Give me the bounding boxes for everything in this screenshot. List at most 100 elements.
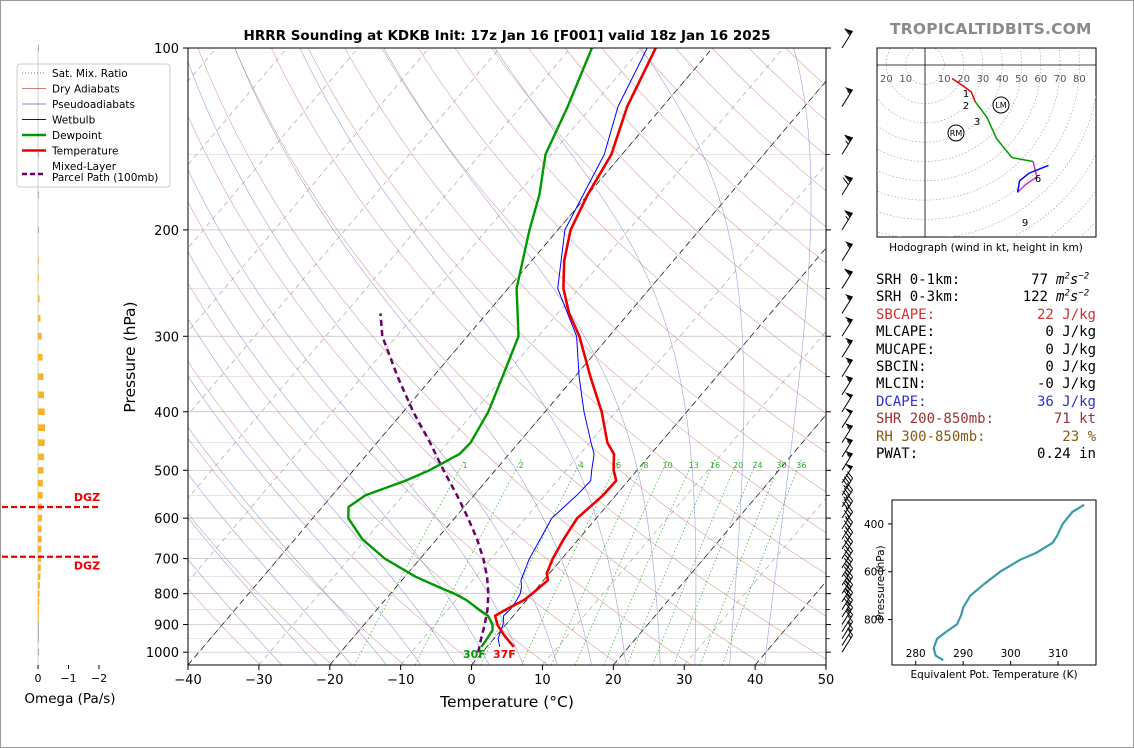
x-tick-label: 30: [676, 673, 693, 688]
isotherm-zero-line: [188, 48, 713, 665]
sat-mix-ratio-line: [721, 459, 802, 665]
barb-full: [847, 504, 853, 513]
omega-bar: [38, 598, 40, 606]
theta-e-series: [932, 503, 1085, 662]
sat-mix-ratio-line: [521, 459, 619, 665]
dry-adiabat: [234, 48, 826, 660]
theta-e-x-tick-label: 300: [1001, 648, 1021, 660]
mixing-ratio-label: 2: [519, 461, 524, 470]
isotherm-zero-line: [613, 414, 826, 665]
dry-adiabat: [188, 513, 333, 665]
mixing-ratio-label: 13: [689, 461, 699, 470]
barb-pennant: [844, 210, 853, 217]
series-wetbulb: [497, 48, 648, 647]
legend-label: Sat. Mix. Ratio: [52, 68, 128, 80]
x-tick-label: 40: [747, 673, 764, 688]
storm-motion-label: RM: [950, 129, 963, 138]
barb-pennant: [844, 463, 853, 470]
omega-bar: [38, 613, 39, 621]
x-tick-label: 0: [467, 673, 475, 688]
barb-full: [843, 582, 850, 591]
omega-bar: [38, 535, 42, 543]
y-tick-label: 500: [154, 464, 179, 479]
barb-pennant: [844, 375, 853, 382]
barb-full: [845, 595, 852, 604]
barb-half: [848, 627, 852, 632]
wind-barb: [841, 621, 854, 646]
hodograph-ring-label: 60: [1034, 74, 1047, 85]
mixing-ratio-label: 20: [733, 461, 743, 470]
barb-half: [846, 90, 851, 95]
skewt-title: HRRR Sounding at KDKB Init: 17z Jan 16 […: [244, 28, 771, 44]
pseudoadiabat: [640, 48, 745, 665]
barb-full: [847, 607, 853, 616]
pseudoadiabat: [188, 426, 387, 665]
pseudoadiabat: [299, 48, 627, 665]
legend-label: Wetbulb: [52, 115, 96, 127]
wind-barb: [841, 357, 854, 377]
stat-row: RH 300-850mb: 23 %: [876, 429, 1096, 446]
barb-full: [843, 476, 850, 484]
barb-full: [845, 537, 852, 545]
stat-value: 122 m2s−2: [1004, 289, 1096, 306]
wind-barb: [841, 607, 854, 633]
dry-adiabat: [564, 48, 826, 301]
hodograph: 20 10 10 20 30 40 50 60 70 80 123 6 9 LM RM Hodograph …: [876, 47, 1097, 254]
barb-full: [845, 610, 852, 618]
stat-unit: m2s−2: [1056, 288, 1090, 306]
barb-staff: [841, 607, 854, 625]
wind-barb: [841, 515, 854, 540]
y-tick-label: 1000: [146, 646, 179, 661]
stat-row: MLCAPE: 0 J/kg: [876, 324, 1096, 341]
pseudoadiabat: [383, 48, 661, 665]
omega-bar: [38, 353, 43, 361]
wind-barb: [841, 614, 854, 640]
wind-barb: [841, 437, 854, 458]
barb-full: [847, 577, 853, 586]
x-tick-label: −30: [245, 673, 272, 688]
omega-bar: [38, 274, 39, 282]
barb-full: [843, 590, 850, 598]
stat-label: PWAT:: [876, 446, 919, 463]
dry-adiabat: [188, 437, 405, 665]
wind-barb: [841, 600, 854, 625]
hodograph-ring-label: 80: [1073, 74, 1086, 85]
barb-full: [845, 603, 852, 611]
barb-full: [844, 134, 851, 142]
y-tick-label: 800: [154, 588, 179, 603]
isotherm-line: [400, 164, 826, 665]
theta-e-axes: 280 290 300 310 400 600 800: [864, 519, 1068, 665]
omega-bar: [38, 373, 44, 381]
legend-label: Dewpoint: [52, 130, 102, 142]
mixing-ratio-label: 10: [663, 461, 673, 470]
barb-pennant: [844, 241, 853, 248]
barb-full: [845, 496, 852, 505]
y-tick-label: 100: [154, 42, 179, 57]
barb-full: [842, 177, 849, 185]
theta-e-x-tick-label: 310: [1048, 648, 1068, 660]
sat-mix-ratio-line: [414, 459, 522, 665]
x-tick-label: 20: [605, 673, 622, 688]
omega-bar: [38, 151, 39, 158]
barb-full: [845, 580, 852, 588]
isotherm-zero-line: [471, 247, 826, 665]
sat-mix-ratio-line: [353, 459, 466, 665]
omega-bar: [38, 467, 44, 474]
barb-full: [847, 482, 853, 491]
wind-barb: [841, 316, 854, 337]
legend-box: [16, 63, 171, 188]
barb-full: [842, 501, 849, 510]
omega-bar: [38, 257, 39, 265]
wind-barb: [841, 408, 854, 428]
skewt-series: [347, 48, 657, 653]
barb-staff: [841, 271, 854, 289]
stat-row: PWAT: 0.24 in: [876, 446, 1096, 463]
legend-label: Pseudoadiabats: [52, 99, 135, 111]
hodograph-ring-label: 50: [1015, 74, 1028, 85]
pseudoadiabat: [188, 251, 490, 665]
wind-barb: [841, 175, 854, 196]
wind-barb: [841, 552, 854, 577]
barb-half: [846, 297, 851, 302]
hodograph-caption: Hodograph (wind in kt, height in km): [889, 242, 1083, 254]
dgz-label: DGZ: [74, 560, 100, 573]
